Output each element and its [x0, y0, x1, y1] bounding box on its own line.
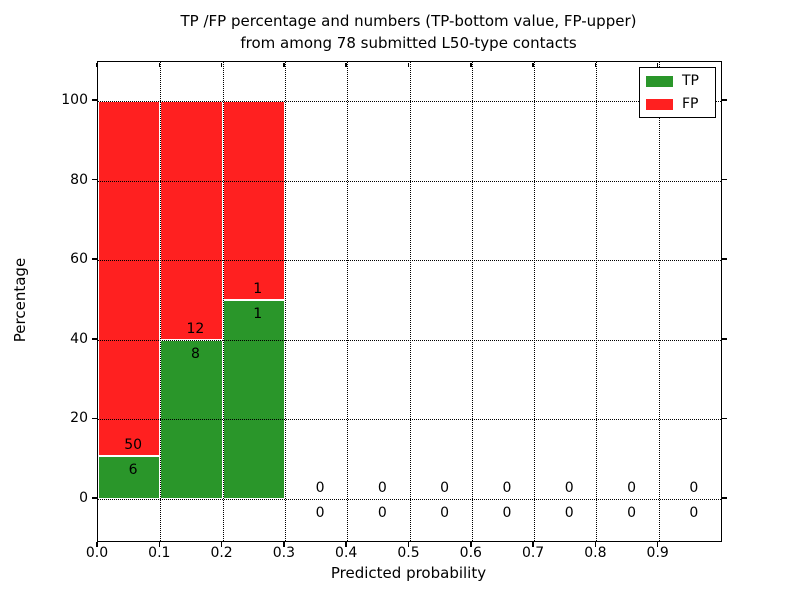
tp-count-label: 0	[627, 505, 637, 521]
x-tick	[532, 541, 534, 547]
x-tick	[470, 541, 472, 547]
y-tick	[92, 338, 97, 340]
tp-count-label: 8	[190, 345, 200, 362]
x-tick-top	[532, 62, 534, 67]
fp-bar-segment	[222, 101, 285, 300]
y-tick-label: 0	[79, 490, 88, 506]
x-tick-top	[345, 62, 347, 67]
x-tick-label: 0.9	[646, 545, 669, 561]
legend-entry-tp: TP	[646, 74, 708, 88]
gridline-vertical	[534, 62, 536, 541]
legend-label-fp: FP	[682, 96, 699, 112]
tp-count-label: 0	[440, 505, 450, 521]
tp-swatch-icon	[646, 75, 673, 87]
gridline-vertical	[658, 62, 660, 541]
tp-bar-segment	[98, 456, 161, 499]
x-tick-label: 0.7	[521, 545, 545, 561]
x-tick-label: 0.2	[210, 545, 233, 561]
x-tick-label: 0.3	[272, 545, 296, 561]
fp-count-label: 0	[502, 480, 512, 496]
x-tick-label: 0.8	[584, 545, 607, 561]
fp-count-label: 0	[440, 480, 450, 496]
chart-title-line2: from among 78 submitted L50-type contact…	[240, 34, 577, 52]
x-tick-top	[594, 62, 597, 67]
y-axis-label: Percentage	[11, 257, 29, 343]
x-tick-label: 0.6	[459, 545, 482, 561]
gridline-vertical	[347, 62, 349, 541]
x-tick	[96, 541, 98, 547]
tp-count-label: 0	[377, 505, 387, 521]
y-tick-label: 60	[70, 251, 88, 268]
y-tick-label: 100	[61, 92, 88, 108]
y-tick-label: 40	[70, 330, 88, 347]
x-tick-label: 0.4	[335, 545, 358, 561]
x-tick-label: 0.0	[85, 545, 109, 561]
y-tick-label: 20	[70, 410, 88, 427]
y-tick-right	[721, 178, 727, 181]
fp-count-label: 0	[377, 480, 387, 496]
gridline-vertical	[409, 62, 411, 541]
tp-bar-segment	[222, 300, 285, 499]
fp-count-label: 0	[564, 480, 574, 496]
tp-count-label: 0	[315, 505, 325, 521]
gridline-vertical	[471, 62, 473, 541]
legend-label-tp: TP	[682, 73, 699, 89]
x-tick-top	[96, 62, 98, 67]
chart-title-line1: TP /FP percentage and numbers (TP-bottom…	[180, 12, 637, 30]
gridline-vertical	[160, 62, 162, 541]
y-tick-right	[721, 497, 727, 499]
fp-count-label: 0	[315, 480, 325, 496]
tp-count-label: 0	[689, 505, 699, 521]
x-tick-top	[470, 62, 472, 67]
tp-count-label: 1	[253, 306, 263, 322]
gridline-vertical	[222, 62, 224, 541]
y-tick	[92, 258, 97, 260]
x-tick-label: 0.1	[148, 545, 171, 561]
x-tick-label: 0.5	[397, 545, 420, 561]
fp-bar-segment	[98, 101, 161, 457]
fp-count-label: 1	[253, 281, 263, 297]
y-tick-right	[721, 99, 727, 101]
x-axis-label: Predicted probability	[330, 564, 487, 582]
y-tick-right	[721, 417, 727, 420]
tp-count-label: 0	[564, 505, 574, 521]
x-tick-top	[158, 62, 161, 67]
fp-count-label: 0	[627, 480, 637, 496]
chart-title: TP /FP percentage and numbers (TP-bottom…	[97, 10, 720, 54]
y-tick-label: 80	[70, 171, 88, 188]
legend: TP FP	[639, 67, 716, 118]
x-tick	[220, 541, 223, 547]
x-tick	[283, 541, 285, 547]
fp-bar-segment	[160, 101, 223, 340]
x-tick-top	[656, 62, 659, 67]
fp-count-label: 12	[186, 320, 205, 337]
x-tick	[407, 541, 410, 547]
y-tick	[92, 497, 97, 499]
x-tick-top	[407, 62, 410, 67]
fp-swatch-icon	[646, 98, 673, 110]
y-tick-right	[721, 258, 727, 260]
plot-area: 50 6 12 8 1 1 0 0 0 0 0 0 0 0 0 0 0 0 0 0 TP FP	[97, 61, 722, 542]
x-tick	[594, 541, 597, 547]
gridline-vertical	[596, 62, 598, 541]
gridline-vertical	[284, 62, 286, 541]
tp-count-label: 0	[502, 505, 512, 521]
x-tick	[345, 541, 347, 547]
legend-entry-fp: FP	[646, 97, 708, 111]
y-tick	[92, 417, 97, 420]
fp-count-label: 0	[689, 480, 699, 496]
y-tick	[92, 178, 97, 181]
y-tick-right	[721, 338, 727, 340]
x-tick	[656, 541, 659, 547]
x-tick	[158, 541, 161, 547]
x-tick-top	[283, 62, 285, 67]
tp-count-label: 6	[128, 462, 138, 479]
fp-count-label: 50	[124, 437, 143, 454]
y-tick	[92, 99, 97, 101]
x-tick-top	[220, 62, 223, 67]
